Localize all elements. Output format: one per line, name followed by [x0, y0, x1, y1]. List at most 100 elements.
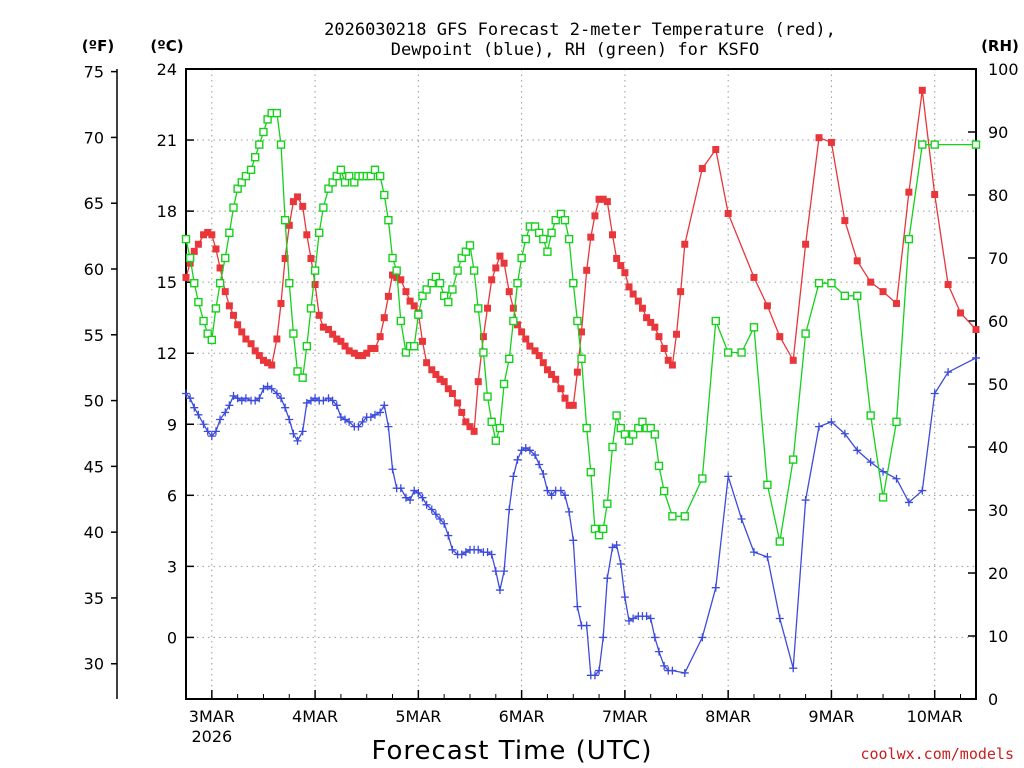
temperature-point: [315, 311, 323, 319]
temperature-point: [221, 288, 229, 296]
temperature-point: [638, 304, 646, 312]
dewpoint-point: [853, 446, 862, 455]
rh-point: [491, 436, 501, 445]
dewpoint-point: [289, 429, 298, 438]
temperature-point: [474, 378, 482, 386]
dewpoint-point: [190, 403, 199, 412]
temperature-point: [242, 335, 250, 343]
plot-frame: [185, 68, 977, 700]
dewpoint-point: [525, 446, 534, 455]
dewpoint-point: [311, 394, 320, 403]
rh-point: [495, 423, 505, 433]
rh-point: [521, 234, 530, 244]
rh-point: [853, 291, 862, 300]
dewpoint-point: [866, 458, 875, 467]
rh-point: [789, 455, 798, 464]
dewpoint-point: [531, 451, 540, 460]
rh-unit-label: (RH): [981, 37, 1019, 55]
celsius-tick-label: 18: [157, 202, 177, 221]
celsius-tick-label: 21: [157, 131, 177, 150]
rh-point: [289, 329, 298, 338]
dewpoint-point: [590, 671, 599, 680]
temperature-point: [182, 273, 190, 281]
fahrenheit-tick-label: 55: [84, 326, 104, 345]
dewpoint-point: [521, 443, 530, 452]
temperature-point: [815, 134, 823, 142]
temperature-point: [458, 408, 466, 416]
dewpoint-point: [565, 507, 574, 516]
dewpoint-point: [513, 455, 522, 464]
rh-point: [246, 165, 256, 175]
rh-point: [904, 234, 914, 244]
rh-point: [380, 190, 389, 200]
fahrenheit-axis: 30 35 40 45 50 55 60 65 70 75: [84, 63, 117, 674]
rh-point: [723, 348, 733, 357]
temperature-point: [539, 359, 547, 367]
celsius-tick-label: 15: [157, 273, 177, 292]
dewpoint-point: [341, 415, 350, 424]
temperature-point: [319, 323, 327, 331]
temperature-point: [488, 276, 496, 284]
dewpoint-point: [461, 548, 470, 557]
rh-point: [410, 342, 419, 351]
temperature-point: [204, 228, 212, 236]
temperature-point: [681, 240, 689, 248]
temperature-point: [853, 257, 861, 265]
dewpoint-point: [225, 401, 234, 410]
dewpoint-point: [543, 486, 552, 495]
credit-label: coolwx.com/models: [860, 745, 1014, 763]
rh-point: [370, 165, 380, 175]
rh-tick-label: 80: [988, 186, 1008, 205]
temperature-point: [496, 252, 504, 260]
celsius-unit-label: (ºC): [150, 37, 183, 55]
dewpoint-point: [517, 446, 526, 455]
temperature-point: [384, 292, 392, 300]
dewpoint-point: [972, 353, 980, 362]
rh-point: [569, 279, 578, 288]
rh-point: [668, 512, 677, 521]
x-tick-label: 7MAR: [602, 707, 648, 726]
temperature-point: [617, 262, 625, 270]
dewpoint-point: [221, 408, 230, 417]
temperature-point: [216, 264, 224, 272]
temperature-point: [789, 356, 797, 364]
dewpoint-point: [646, 614, 655, 623]
temperature-point: [194, 240, 202, 248]
temperature-point: [363, 349, 371, 357]
dewpoint-point: [324, 394, 333, 403]
rh-point: [560, 215, 570, 225]
temperature-point: [972, 326, 980, 334]
rh-point: [465, 241, 475, 250]
temperature-point: [345, 347, 353, 355]
rh-point: [487, 417, 496, 426]
dewpoint-point: [608, 543, 617, 552]
rh-point: [499, 379, 509, 389]
dewpoint-point: [879, 467, 888, 476]
temperature-point: [371, 344, 379, 352]
temperature-point: [531, 347, 539, 355]
temperature-point: [569, 401, 577, 409]
rh-point: [392, 266, 401, 275]
dewpoint-point: [660, 661, 669, 670]
dewpoint-point: [436, 515, 445, 523]
dewpoint-point: [474, 545, 483, 554]
fahrenheit-tick-label: 45: [84, 457, 104, 476]
dewpoint-point: [396, 484, 405, 493]
dewpoint-point: [775, 614, 784, 623]
temperature-point: [655, 333, 663, 341]
rh-point: [539, 234, 548, 244]
dewpoint-point: [654, 647, 663, 656]
dewpoint-point: [211, 427, 220, 436]
dewpoint-point: [384, 422, 393, 431]
fahrenheit-tick-label: 30: [84, 655, 104, 674]
rh-tick-label: 40: [988, 438, 1008, 457]
temperature-point: [629, 290, 637, 298]
dewpoint-point: [668, 666, 677, 675]
temperature-point: [359, 352, 367, 360]
dewpoint-point: [625, 616, 634, 625]
temperature-point: [389, 271, 397, 279]
rh-point: [255, 140, 264, 149]
temperature-point: [350, 349, 358, 357]
rh-point: [375, 171, 385, 181]
temperature-point: [208, 231, 216, 239]
